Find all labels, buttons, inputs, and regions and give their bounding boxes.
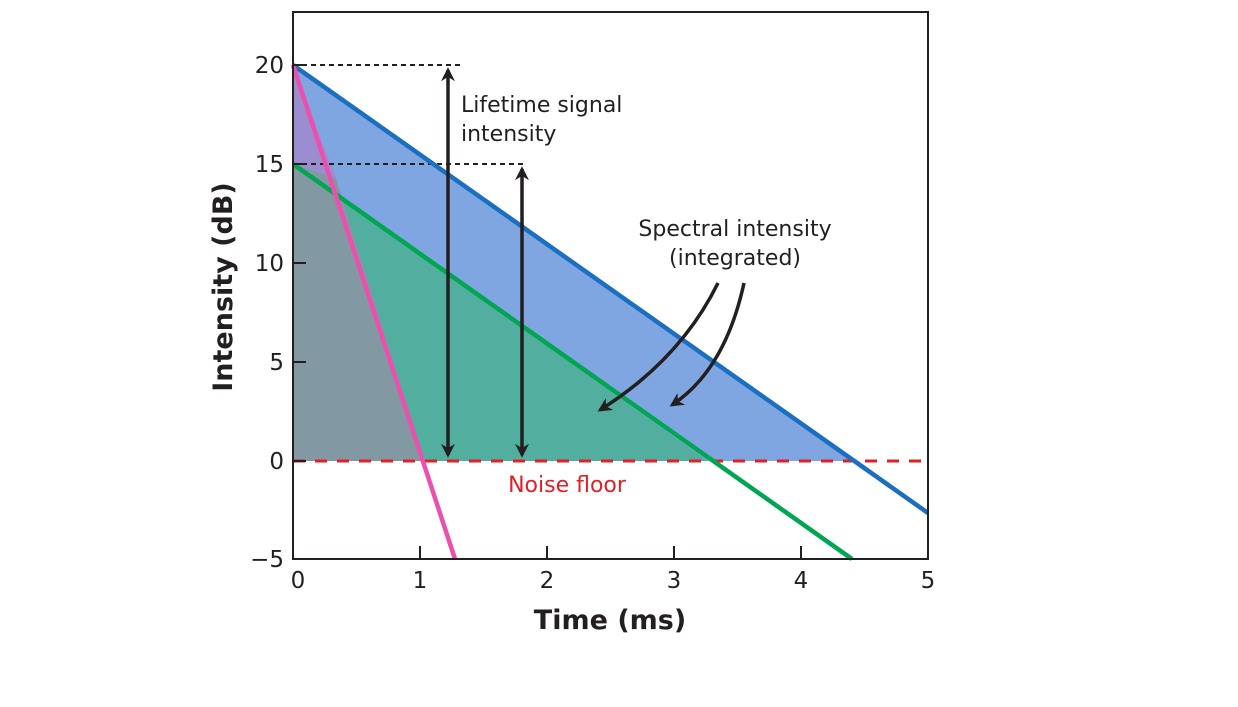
y-tick-label: 5: [269, 350, 284, 376]
spectral-label-line1: Spectral intensity: [638, 217, 831, 242]
pink-fill-area: [293, 164, 424, 461]
x-ticks: [419, 546, 802, 559]
y-tick-label: −5: [250, 547, 284, 573]
y-axis-title: Intensity (dB): [208, 182, 239, 392]
y-ticks: [293, 64, 306, 462]
lifetime-label-line2: intensity: [461, 122, 556, 147]
blue-decay-line: [291, 63, 930, 515]
x-tick-label: 1: [413, 568, 428, 594]
lifetime-label-line1: Lifetime signal: [461, 93, 622, 118]
spectral-arrow-blue: [669, 282, 746, 407]
plot-frame: [292, 11, 929, 560]
spectral-arrow-green: [597, 282, 720, 412]
x-tick-label: 4: [794, 568, 809, 594]
x-tick-label: 0: [291, 568, 306, 594]
x-tick-label: 2: [540, 568, 555, 594]
y-tick-label: 10: [255, 251, 284, 277]
green-decay-line: [291, 162, 854, 561]
x-axis-title: Time (ms): [534, 605, 686, 636]
y-tick-label: 15: [255, 152, 284, 178]
y-tick-label: 0: [269, 449, 284, 475]
x-tick-label: 5: [921, 568, 936, 594]
x-tick-label: 3: [667, 568, 682, 594]
noise-floor-label: Noise floor: [508, 473, 627, 498]
spectral-label-line2: (integrated): [669, 246, 801, 271]
pink-decay-line: [290, 64, 458, 560]
y-tick-label: 20: [255, 53, 284, 79]
